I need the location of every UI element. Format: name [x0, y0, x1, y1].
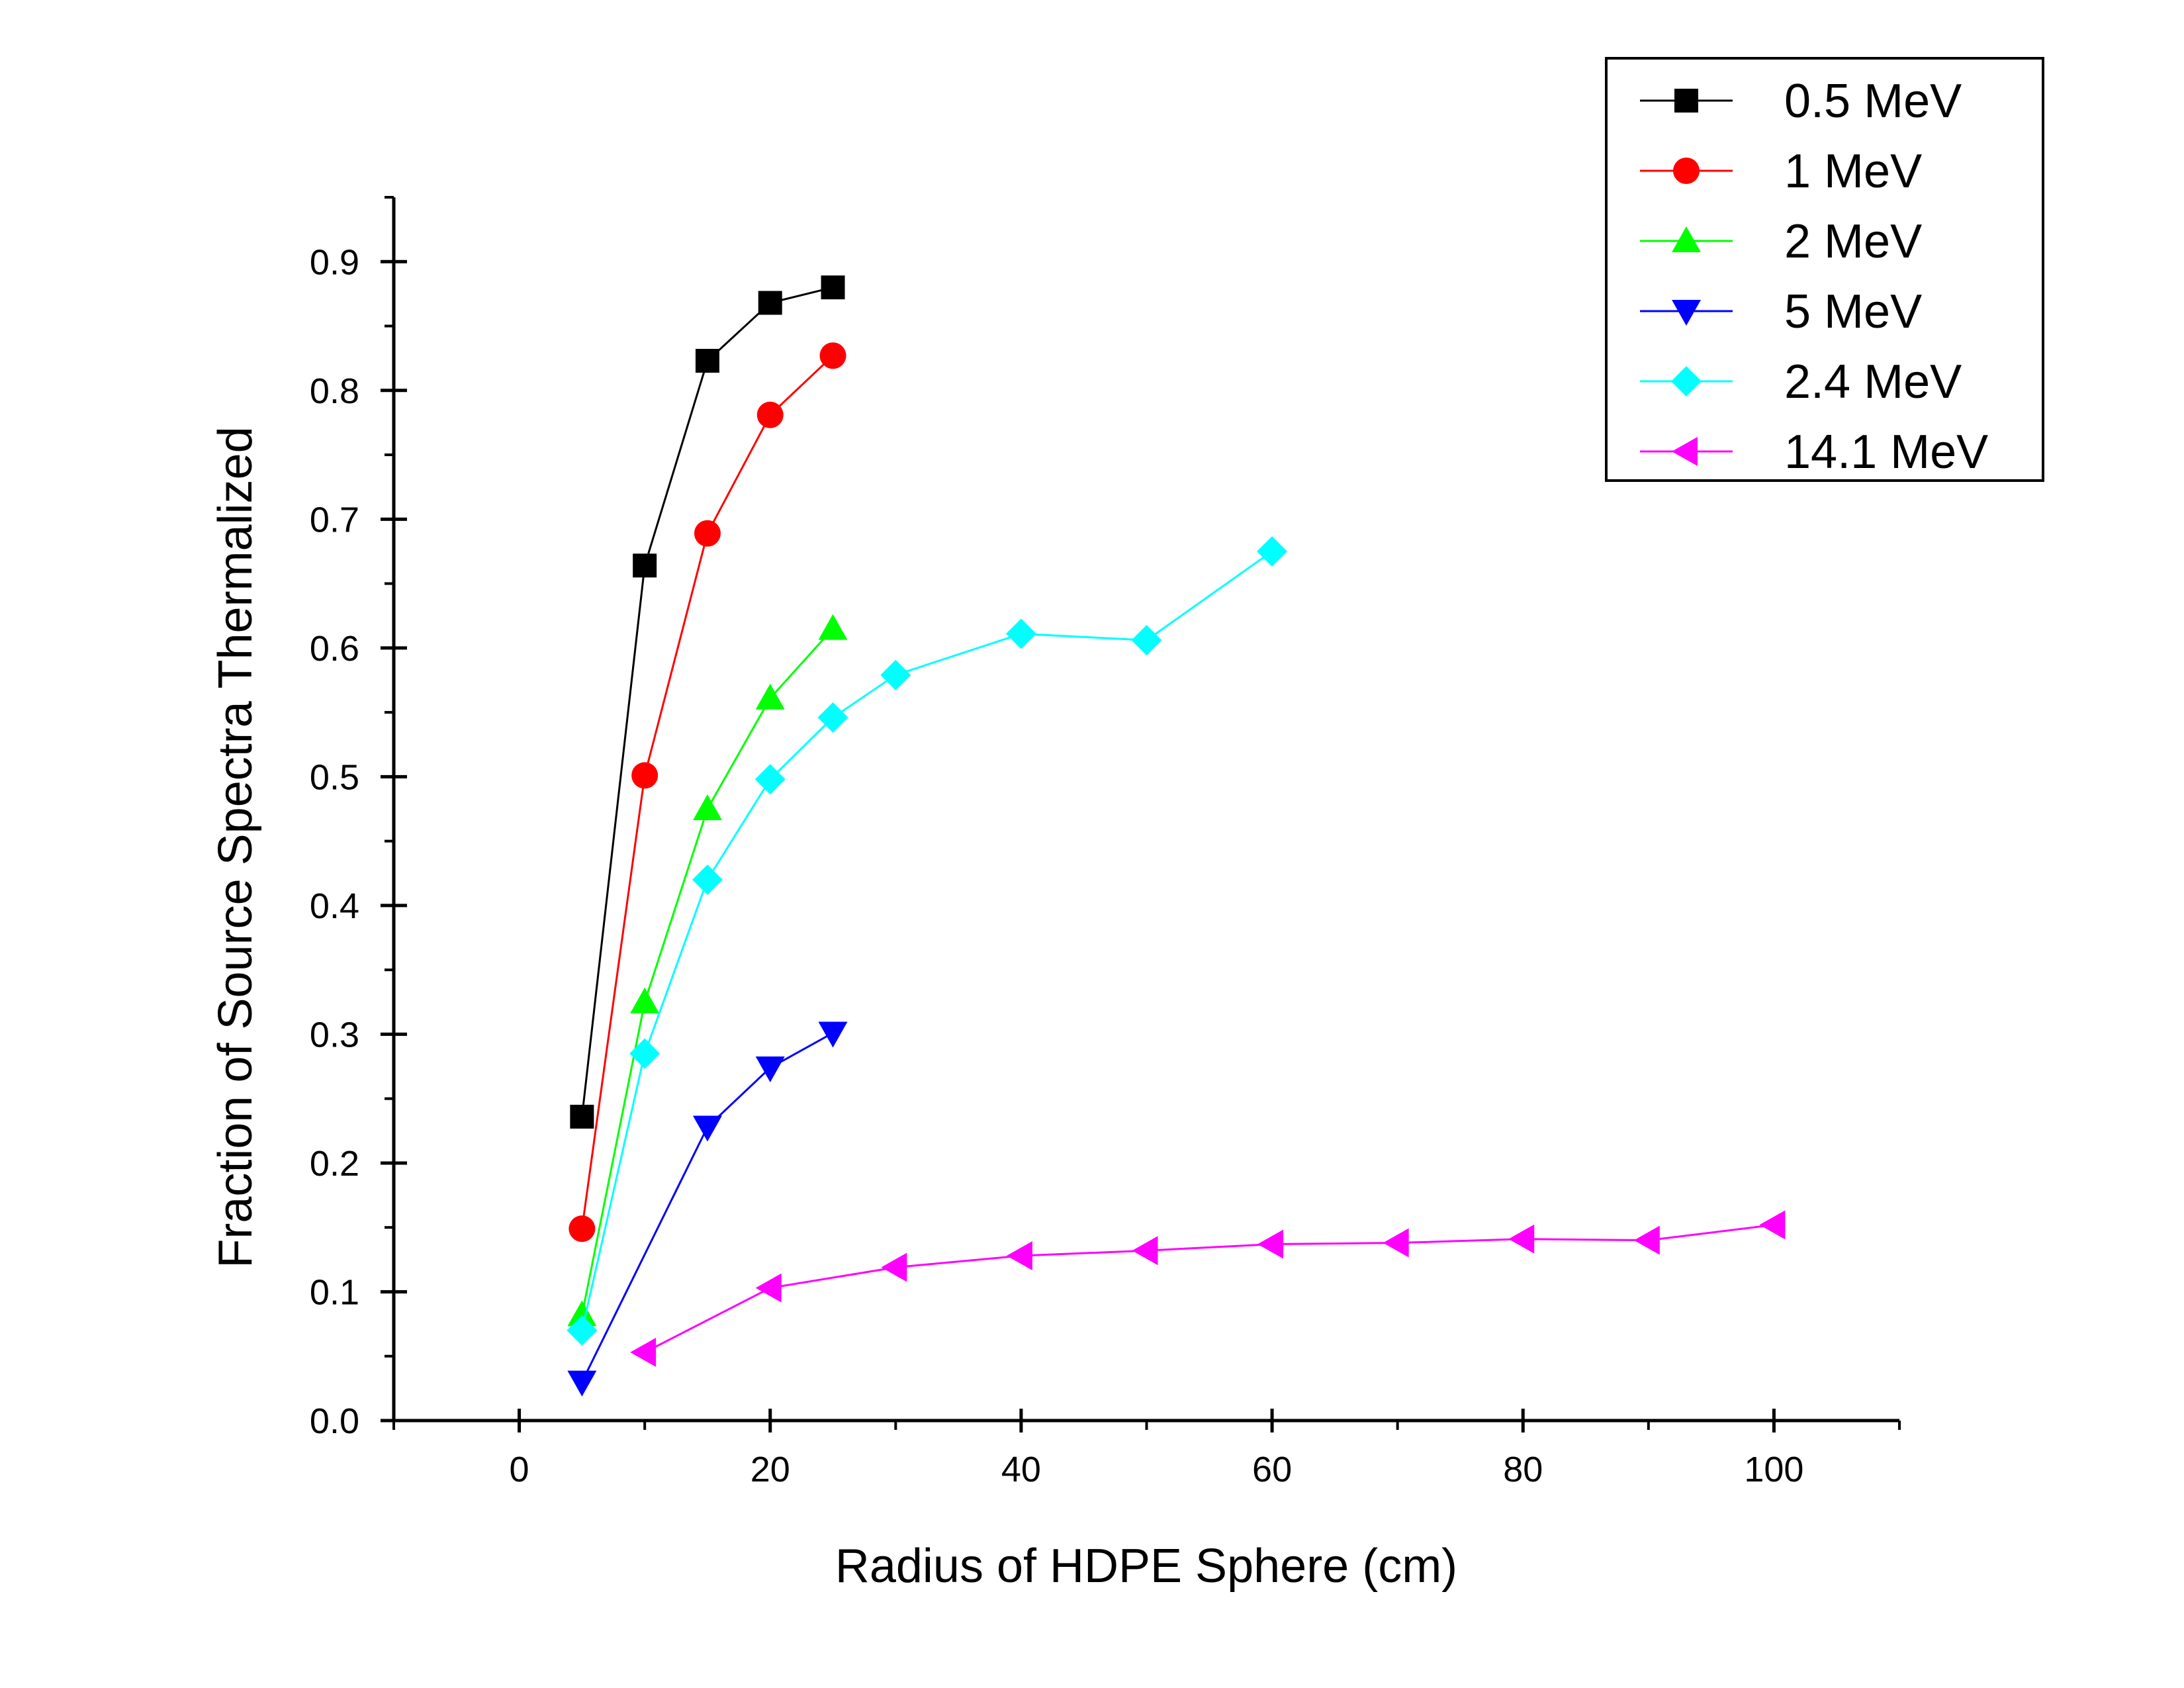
data-point [755, 683, 785, 710]
legend-marker [1671, 366, 1702, 397]
series-3 [567, 1021, 848, 1397]
data-point [758, 291, 782, 315]
legend-label: 2 MeV [1784, 215, 1922, 268]
y-ticks: 0.0 0.1 0.2 0.3 0.4 0.5 0.6 0.7 0.8 0.9 [310, 196, 407, 1441]
y-tick-label: 0.5 [310, 757, 359, 797]
series-4 [567, 536, 1288, 1346]
data-point [1759, 1210, 1786, 1240]
legend-label: 0.5 MeV [1784, 75, 1962, 128]
data-point [1006, 1241, 1032, 1271]
legend-item-4: 2.4 MeV [1640, 355, 1962, 408]
x-tick-label: 0 [510, 1450, 529, 1489]
data-point [630, 987, 660, 1013]
legend-item-1: 1 MeV [1640, 145, 1922, 198]
data-point [821, 275, 845, 300]
legend-marker [1673, 158, 1700, 184]
y-tick-label: 0.7 [310, 500, 359, 539]
data-point [1508, 1224, 1535, 1254]
data-point [818, 614, 848, 640]
legend-label: 1 MeV [1784, 145, 1922, 198]
data-point [819, 342, 846, 369]
data-point [567, 1370, 597, 1397]
legend-item-2: 2 MeV [1640, 215, 1922, 268]
data-point [630, 1337, 657, 1367]
series-layer [567, 275, 1786, 1397]
y-tick-label: 0.0 [310, 1401, 359, 1441]
data-point [567, 1300, 597, 1327]
data-point [756, 401, 784, 428]
data-point [880, 659, 911, 690]
data-point [1383, 1228, 1409, 1258]
data-point [755, 1273, 782, 1303]
legend-label: 5 MeV [1784, 285, 1922, 338]
legend-label: 2.4 MeV [1784, 355, 1962, 408]
y-tick-label: 0.6 [310, 629, 359, 669]
legend-item-0: 0.5 MeV [1640, 75, 1962, 128]
x-axis-title: Radius of HDPE Sphere (cm) [835, 1540, 1457, 1593]
x-tick-label: 20 [751, 1450, 790, 1489]
legend-item-5: 14.1 MeV [1640, 426, 1988, 479]
legend-marker [1672, 226, 1701, 252]
data-point [1633, 1225, 1660, 1255]
data-point [692, 794, 722, 820]
y-tick-label: 0.3 [310, 1015, 359, 1055]
legend-label: 14.1 MeV [1784, 426, 1988, 479]
data-point [755, 1056, 785, 1082]
x-ticks: 0 20 40 60 80 100 [392, 1409, 1901, 1489]
data-point [1257, 1229, 1284, 1259]
y-tick-label: 0.2 [310, 1144, 359, 1184]
y-tick-label: 0.1 [310, 1272, 359, 1312]
data-point [818, 1021, 848, 1048]
legend-marker [1672, 437, 1698, 466]
series-line [644, 1223, 1774, 1354]
data-point [631, 762, 659, 789]
x-tick-label: 100 [1744, 1450, 1803, 1489]
series-line [580, 550, 1273, 1331]
plot-area: 0 20 40 60 80 100 0.0 0.1 0.2 0.3 0.4 0.5 0.6 0.7 0.8… [310, 196, 1901, 1489]
series-line [581, 1032, 834, 1383]
x-tick-label: 40 [1001, 1450, 1041, 1489]
y-tick-label: 0.4 [310, 886, 359, 926]
series-1 [569, 342, 846, 1243]
legend-items: 0.5 MeV 1 MeV 2 MeV 5 MeV 2.4 MeV 14.1 MeV [1640, 75, 1988, 479]
y-tick-label: 0.9 [310, 242, 359, 282]
data-point [1005, 618, 1036, 649]
x-tick-label: 80 [1503, 1450, 1543, 1489]
data-point [1131, 625, 1162, 656]
series-5 [630, 1210, 1786, 1367]
series-line [580, 628, 834, 1315]
data-point [569, 1215, 596, 1243]
data-point [754, 764, 786, 795]
legend-item-3: 5 MeV [1640, 285, 1922, 338]
y-tick-label: 0.8 [310, 371, 359, 411]
legend: 0.5 MeV 1 MeV 2 MeV 5 MeV 2.4 MeV 14.1 MeV [1605, 57, 2044, 482]
series-0 [570, 275, 845, 1129]
y-axis-title: Fraction of Source Spectra Thermalized [209, 426, 262, 1268]
data-point [817, 702, 848, 733]
data-point [695, 349, 719, 373]
data-point [1132, 1236, 1158, 1266]
data-point [633, 553, 657, 578]
legend-marker [1674, 89, 1698, 113]
x-tick-label: 60 [1252, 1450, 1292, 1489]
data-point [881, 1252, 907, 1282]
legend-box [1605, 57, 2044, 482]
data-point [567, 1315, 598, 1346]
data-point [692, 864, 723, 895]
series-line [580, 286, 833, 1117]
data-point [629, 1038, 660, 1069]
data-point [1257, 536, 1288, 567]
legend-marker [1672, 300, 1701, 326]
data-point [570, 1104, 594, 1129]
data-point [692, 1115, 722, 1142]
data-point [694, 520, 721, 547]
series-2 [567, 614, 848, 1327]
